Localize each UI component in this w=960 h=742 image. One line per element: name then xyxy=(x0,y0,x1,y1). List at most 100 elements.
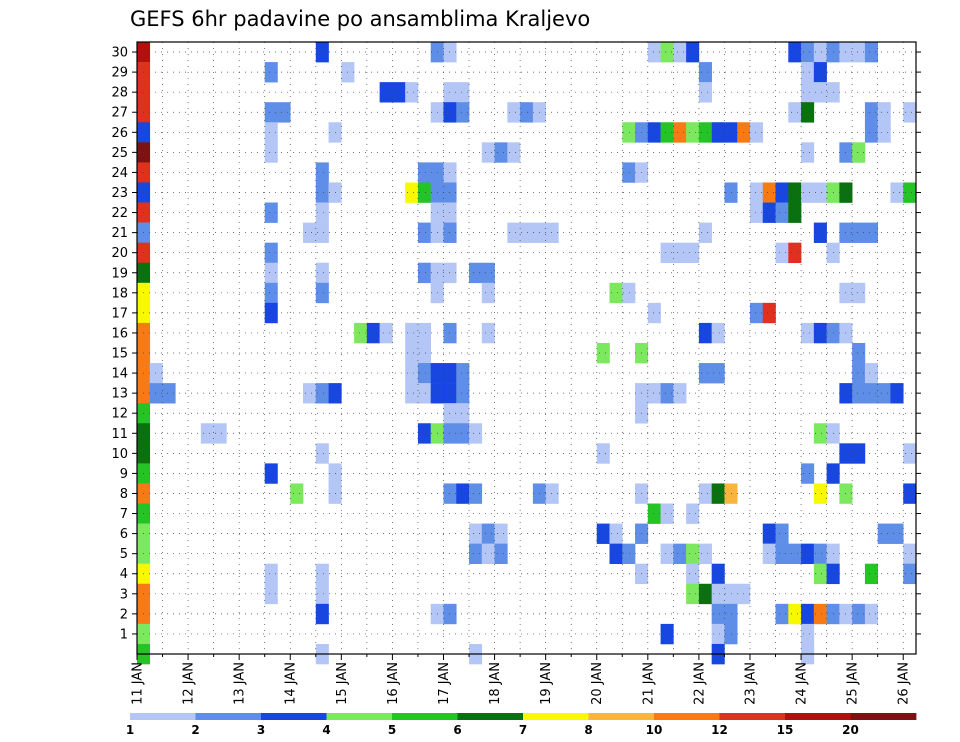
y-tick-label: 3 xyxy=(120,587,128,602)
heat-cell xyxy=(315,563,329,585)
heat-cell xyxy=(609,543,623,565)
heat-cell xyxy=(456,363,470,384)
colorbar-swatch xyxy=(392,713,458,720)
heat-cell xyxy=(890,523,904,544)
heat-cell xyxy=(443,262,457,284)
heat-cell xyxy=(443,202,457,223)
colorbar-swatch xyxy=(195,713,262,720)
heat-cell xyxy=(762,302,776,324)
y-tick-label: 1 xyxy=(120,627,128,642)
heat-cell xyxy=(520,222,534,243)
y-tick-label: 29 xyxy=(111,66,128,81)
heat-cell xyxy=(686,42,700,63)
x-tick-label: 17 JAN xyxy=(437,662,452,705)
heat-cell xyxy=(686,543,700,565)
x-tick-label: 15 JAN xyxy=(335,662,350,705)
heat-cell xyxy=(686,583,700,605)
heat-cell xyxy=(417,262,432,284)
chart-title: GEFS 6hr padavine po ansamblima Kraljevo xyxy=(130,7,590,31)
heat-cell xyxy=(405,322,419,344)
heat-cell xyxy=(660,543,674,565)
y-tick-label: 4 xyxy=(120,567,128,582)
colorbar-swatch xyxy=(719,713,786,720)
heat-cell xyxy=(264,302,278,324)
x-tick-label: 14 JAN xyxy=(284,662,299,705)
heat-cell xyxy=(596,523,610,544)
heat-cell xyxy=(443,423,457,444)
heat-cell xyxy=(762,182,776,203)
colorbar-swatch xyxy=(261,713,327,720)
heat-cell xyxy=(494,543,508,565)
x-tick-label: 18 JAN xyxy=(488,662,503,705)
heat-cell xyxy=(813,322,827,344)
heat-cell xyxy=(724,623,738,645)
heat-cell xyxy=(405,182,419,203)
x-tick-label: 26 JAN xyxy=(897,662,912,705)
heat-cell xyxy=(264,282,278,304)
heat-cell xyxy=(788,543,802,565)
heat-cell xyxy=(801,42,815,63)
heat-cell xyxy=(405,82,419,103)
heat-cell xyxy=(903,543,917,565)
heat-cell xyxy=(264,122,278,143)
heat-cell xyxy=(315,222,329,243)
heat-cell xyxy=(903,443,917,464)
heat-cell xyxy=(443,483,457,504)
heat-cell xyxy=(481,262,495,284)
heat-cell xyxy=(405,363,419,384)
heat-cell xyxy=(417,322,432,344)
y-tick-label: 30 xyxy=(111,46,128,61)
y-tick-label: 20 xyxy=(111,246,128,261)
plot-frame xyxy=(136,41,917,655)
heat-cell xyxy=(545,483,559,504)
heat-cell xyxy=(315,182,329,203)
heat-cell xyxy=(686,242,700,264)
heat-cell xyxy=(852,363,866,384)
heat-cell xyxy=(456,383,470,404)
heat-cell xyxy=(890,383,904,404)
heat-cell xyxy=(469,423,483,444)
heat-cell xyxy=(711,623,725,645)
heat-cell xyxy=(762,523,776,544)
colorbar-swatch xyxy=(850,713,917,720)
heat-cell xyxy=(647,42,661,63)
heat-cell xyxy=(443,162,457,183)
heat-cell xyxy=(417,222,432,243)
heat-cell xyxy=(698,222,712,243)
heat-cell xyxy=(379,322,393,344)
y-tick-label: 16 xyxy=(111,326,128,341)
heat-cell xyxy=(813,182,827,203)
heat-cell xyxy=(801,463,815,484)
heat-cell xyxy=(622,282,636,304)
heat-cell xyxy=(903,483,917,504)
colorbar-legend: 1 2 3 4 5 6 7 8 10 12 15 20 xyxy=(126,713,917,737)
heat-cell xyxy=(315,162,329,183)
heat-cell xyxy=(417,423,432,444)
heat-cell xyxy=(711,322,725,344)
y-tick-label: 5 xyxy=(120,547,128,562)
x-tick-label: 23 JAN xyxy=(743,662,758,705)
heat-cell xyxy=(494,142,508,163)
heat-cell xyxy=(686,563,700,585)
heat-cell xyxy=(596,342,610,364)
heat-cell xyxy=(749,302,764,324)
heat-cell xyxy=(481,282,495,304)
heat-cell xyxy=(813,423,827,444)
heat-cell xyxy=(264,142,278,163)
y-tick-label: 7 xyxy=(120,507,128,522)
heat-cell xyxy=(711,563,725,585)
heat-cell xyxy=(417,342,432,364)
heat-cell xyxy=(711,363,725,384)
heat-cell xyxy=(456,82,470,103)
heat-cell xyxy=(813,563,827,585)
heat-cell xyxy=(417,363,432,384)
heat-cell xyxy=(481,543,495,565)
heat-cell xyxy=(315,202,329,223)
heat-cell xyxy=(801,102,815,123)
heat-cell xyxy=(775,182,789,203)
heat-cell xyxy=(686,503,700,524)
heat-cell xyxy=(315,443,329,464)
heat-cell xyxy=(864,122,878,143)
heat-cell xyxy=(315,262,329,284)
heat-cell xyxy=(711,483,725,504)
